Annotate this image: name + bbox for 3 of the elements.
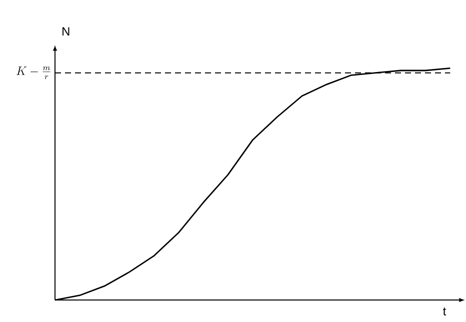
ref-line-label: $K-\frac{m}{r}$ [16, 66, 50, 80]
x-axis-title: t [443, 308, 446, 316]
y-axis-title: N [62, 27, 70, 36]
